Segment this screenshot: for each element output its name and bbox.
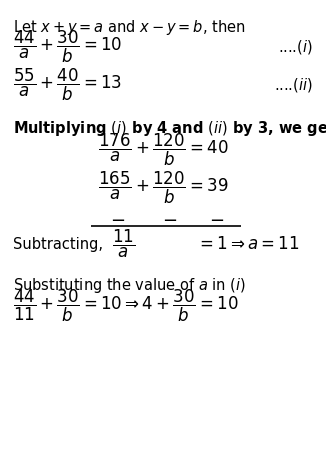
Text: $\dfrac{44}{11} + \dfrac{30}{b} = 10 \Rightarrow 4 + \dfrac{30}{b} = 10$: $\dfrac{44}{11} + \dfrac{30}{b} = 10 \Ri… (13, 288, 239, 324)
Text: $-$: $-$ (209, 210, 224, 228)
Text: $-$: $-$ (110, 210, 125, 228)
Text: Multiplying $(i)$ by 4 and $(ii)$ by 3, we get: Multiplying $(i)$ by 4 and $(ii)$ by 3, … (13, 119, 326, 138)
Text: $-$: $-$ (162, 210, 177, 228)
Text: Substituting the value of $a$ in $(i)$: Substituting the value of $a$ in $(i)$ (13, 276, 246, 295)
Text: $\dfrac{55}{a} + \dfrac{40}{b} = 13$: $\dfrac{55}{a} + \dfrac{40}{b} = 13$ (13, 67, 122, 103)
Text: $= 1 \Rightarrow a = 11$: $= 1 \Rightarrow a = 11$ (196, 235, 299, 253)
Text: $\dfrac{165}{a} + \dfrac{120}{b} = 39$: $\dfrac{165}{a} + \dfrac{120}{b} = 39$ (98, 170, 228, 206)
Text: $\dfrac{44}{a} + \dfrac{30}{b} = 10$: $\dfrac{44}{a} + \dfrac{30}{b} = 10$ (13, 29, 122, 65)
Text: ....$(i)$: ....$(i)$ (278, 38, 313, 56)
Text: ....$(ii)$: ....$(ii)$ (274, 76, 313, 94)
Text: Let $x + y = a$ and $x - y = b$, then: Let $x + y = a$ and $x - y = b$, then (13, 18, 245, 37)
Text: $\dfrac{176}{a} + \dfrac{120}{b} = 40$: $\dfrac{176}{a} + \dfrac{120}{b} = 40$ (98, 132, 228, 168)
Text: Subtracting,: Subtracting, (13, 236, 103, 252)
Text: $\dfrac{11}{a}$: $\dfrac{11}{a}$ (112, 228, 136, 260)
